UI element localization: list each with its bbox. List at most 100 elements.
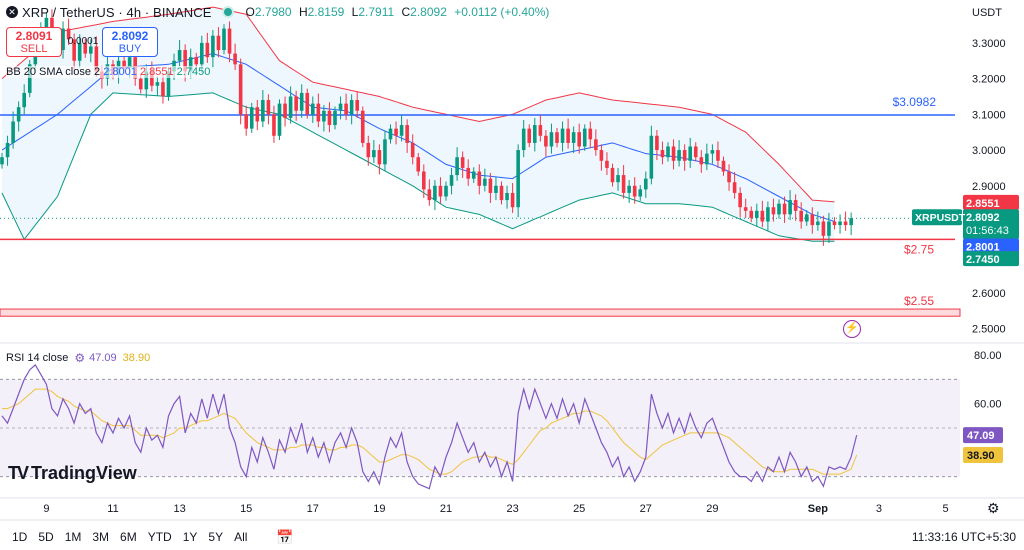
candle-body: [377, 150, 382, 165]
candle-body: [682, 150, 687, 161]
candle-body: [760, 210, 765, 222]
range-ytd[interactable]: YTD: [147, 530, 172, 544]
range-1m[interactable]: 1M: [64, 530, 82, 544]
candle-body: [727, 171, 731, 183]
candle-body: [422, 171, 426, 190]
candle-body: [316, 103, 321, 122]
candle-body: [261, 100, 265, 122]
candle-body: [266, 100, 271, 115]
candle-body: [538, 125, 543, 136]
candle-body: [743, 207, 748, 211]
settings-icon[interactable]: ⚙: [987, 500, 1000, 516]
clock[interactable]: 11:33:16 UTC+5:30: [911, 530, 1016, 544]
upper-band-badge-bg: [963, 194, 1019, 210]
candle-body: [372, 150, 376, 158]
lower-band-badge-text: 2.7450: [966, 254, 1000, 266]
candle-body: [16, 107, 21, 122]
range-5d[interactable]: 5D: [38, 530, 54, 544]
candle-body: [555, 132, 559, 143]
candle-body: [832, 221, 837, 226]
range-3m[interactable]: 3M: [92, 530, 110, 544]
candle-body: [688, 146, 692, 161]
time-tick-label: 15: [240, 503, 252, 515]
range-5y[interactable]: 5Y: [208, 530, 224, 544]
gear-icon[interactable]: ⚙: [74, 351, 86, 365]
candle-body: [533, 125, 537, 143]
candle-body: [571, 132, 576, 143]
candle-body: [272, 114, 276, 136]
candle-body: [89, 46, 93, 54]
price-tick-label: 3.3000: [972, 38, 1006, 50]
candle-body: [582, 128, 587, 147]
last-price-badge-text: 01:56:43: [966, 225, 1009, 237]
candle-body: [138, 78, 143, 90]
candle-body: [249, 107, 254, 129]
candle-body: [549, 132, 554, 147]
candle-body: [166, 71, 171, 97]
calendar-icon[interactable]: 📅: [276, 528, 294, 545]
candle-body: [777, 203, 781, 215]
tradingview-logo[interactable]: TV TradingView: [8, 463, 137, 483]
time-tick-label: 9: [43, 503, 49, 515]
flash-icon[interactable]: ⚡: [843, 320, 861, 338]
x-icon[interactable]: ✕: [6, 6, 18, 18]
candle-body: [311, 103, 315, 115]
bollinger-legend[interactable]: BB 20 SMA close 2 2.8001 2.8551 2.7450: [6, 66, 211, 78]
candle-body: [433, 185, 437, 201]
candle-body: [788, 200, 792, 215]
candle-body: [594, 139, 598, 151]
candle-body: [627, 185, 631, 193]
candle-body: [194, 57, 199, 65]
range-selector: 1D 5D 1M 3M 6M YTD 1Y 5Y All: [0, 530, 258, 544]
candle-body: [499, 185, 504, 201]
range-1d[interactable]: 1D: [12, 530, 28, 544]
time-tick-label: 17: [307, 503, 319, 515]
candle-body: [621, 175, 626, 193]
spread-value: 0.0001: [67, 36, 99, 47]
candle-body: [61, 28, 65, 51]
candle-body: [383, 139, 387, 165]
candle-body: [477, 171, 482, 186]
range-all[interactable]: All: [234, 530, 248, 544]
candle-body: [577, 132, 581, 147]
symbol-tag-bg: [912, 209, 962, 226]
currency-selector[interactable]: USDT: [972, 7, 1002, 19]
candle-body: [155, 82, 160, 86]
time-tick-label: 21: [440, 503, 452, 515]
candle-body: [338, 103, 343, 111]
symbol-title[interactable]: XRP / TetherUS · 4h · BINANCE: [22, 4, 212, 20]
candle-body: [127, 57, 132, 68]
candle-body: [388, 128, 393, 140]
range-1y[interactable]: 1Y: [182, 530, 198, 544]
range-6m[interactable]: 6M: [120, 530, 137, 544]
candle-body: [444, 185, 448, 197]
rsi-legend[interactable]: RSI 14 close ⚙ 47.09 38.90: [6, 351, 151, 365]
candle-body: [566, 128, 570, 143]
time-tick-label: Sep: [808, 503, 828, 515]
upper-band-badge: 2.8551: [963, 194, 1019, 210]
time-tick-label: 11: [107, 503, 118, 515]
candle-body: [177, 50, 182, 61]
candle-body: [438, 185, 443, 197]
candle-body: [755, 210, 759, 218]
sell-button[interactable]: 2.8091 SELL: [6, 27, 62, 57]
candle-body: [327, 110, 332, 126]
bottom-toolbar: 1D 5D 1M 3M 6M YTD 1Y 5Y All 📅 11:33:16 UTC+5:30: [0, 524, 1024, 550]
time-tick-label: 27: [640, 503, 652, 515]
candle-body: [766, 207, 770, 222]
candle-body: [843, 221, 848, 226]
candle-body: [644, 178, 648, 190]
candle-body: [255, 107, 260, 122]
buy-button[interactable]: 2.8092 BUY: [102, 27, 158, 57]
symbol-tag-text: XRPUSDT: [915, 212, 966, 224]
candle-body: [610, 167, 615, 183]
candle-body: [288, 96, 293, 118]
level-label: $3.0982: [893, 95, 937, 109]
price-tick-label: 3.0000: [972, 145, 1006, 157]
candle-body: [749, 210, 754, 218]
rsi-tick-label: 80.00: [974, 350, 1002, 362]
candle-body: [660, 150, 665, 158]
candle-body: [494, 185, 498, 193]
